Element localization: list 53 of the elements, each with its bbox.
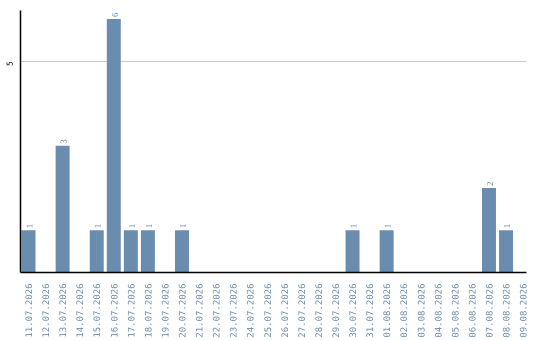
- bar: [499, 230, 514, 272]
- bar: [346, 230, 360, 272]
- data-label: 1: [178, 224, 188, 228]
- bar: [482, 188, 496, 272]
- bar: [22, 230, 36, 272]
- bar: [140, 230, 155, 272]
- bar: [106, 18, 121, 272]
- x-tick-label: 26.07.2026: [280, 283, 291, 338]
- x-tick-label: 13.07.2026: [59, 283, 70, 338]
- x-tick-label: 24.07.2026: [246, 283, 257, 338]
- x-tick-label: 14.07.2026: [76, 283, 86, 338]
- data-label: 1: [382, 224, 393, 228]
- x-tick-label: 20.07.2026: [178, 283, 189, 338]
- data-label: 1: [144, 224, 154, 228]
- x-tick-label: 31.07.2026: [366, 283, 376, 338]
- bar: [56, 146, 70, 272]
- data-label: 1: [92, 224, 103, 228]
- data-label: 6: [110, 12, 120, 17]
- data-label: 1: [24, 224, 35, 228]
- x-tick-label: 19.07.2026: [161, 283, 172, 338]
- x-tick-label: 28.07.2026: [314, 283, 325, 338]
- x-tick-label: 21.07.2026: [196, 283, 206, 338]
- bar: [124, 230, 138, 272]
- x-tick-label: 09.08.2026: [520, 283, 530, 338]
- x-tick-label: 06.08.2026: [468, 283, 478, 338]
- x-tick-label: 23.07.2026: [230, 283, 240, 338]
- x-tick-label: 05.08.2026: [451, 283, 462, 338]
- x-tick-label: 01.08.2026: [383, 283, 394, 338]
- x-tick-label: 17.07.2026: [127, 283, 138, 338]
- data-label: 2: [484, 181, 495, 186]
- x-tick-label: 29.07.2026: [332, 283, 342, 338]
- data-label: 1: [126, 224, 137, 228]
- bar: [380, 230, 394, 272]
- x-tick-label: 11.07.2026: [25, 283, 36, 338]
- bar: [175, 230, 189, 272]
- x-tick-label: 04.08.2026: [434, 283, 444, 338]
- x-tick-label: 02.08.2026: [400, 283, 410, 338]
- x-tick-label: 15.07.2026: [93, 283, 104, 338]
- y-tick-label: 5: [6, 61, 14, 66]
- data-label: 3: [58, 138, 69, 144]
- data-label: 1: [502, 224, 512, 228]
- x-tick-label: 08.08.2026: [502, 283, 513, 338]
- x-tick-label: 03.08.2026: [417, 283, 428, 338]
- x-tick-label: 18.07.2026: [144, 283, 154, 338]
- x-tick-label: 22.07.2026: [212, 283, 223, 338]
- bar: [90, 230, 104, 272]
- x-tick-label: 27.07.2026: [298, 283, 308, 338]
- x-tick-label: 16.07.2026: [110, 283, 120, 338]
- x-tick-label: 30.07.2026: [349, 283, 360, 338]
- x-tick-label: 07.08.2026: [485, 283, 496, 338]
- x-tick-label: 25.07.2026: [264, 283, 274, 338]
- x-tick-label: 12.07.2026: [42, 283, 52, 338]
- data-label: 1: [348, 224, 359, 228]
